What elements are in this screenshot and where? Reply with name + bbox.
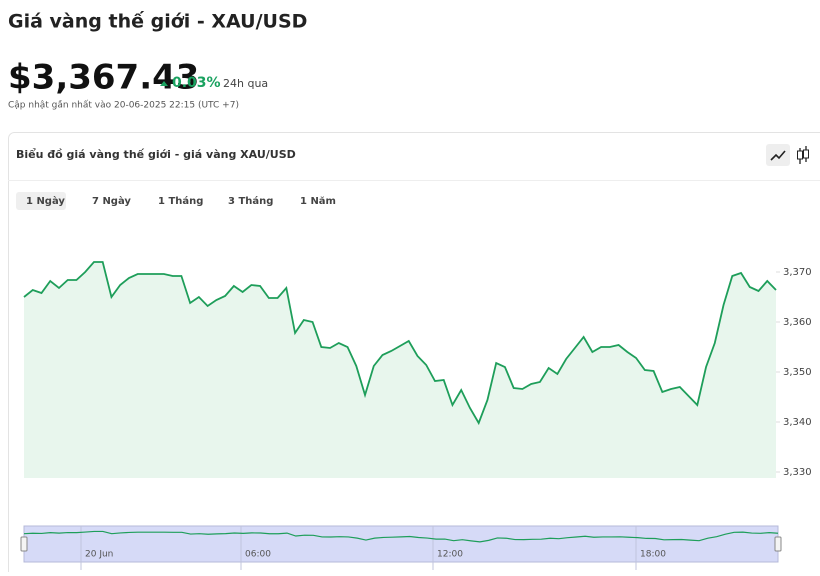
tab[interactable]: 1 Ngày xyxy=(26,195,65,207)
candle-icon-body xyxy=(798,151,803,159)
navigator-handle[interactable] xyxy=(21,537,27,551)
navigator-label: 06:00 xyxy=(245,550,271,560)
y-tick-label: 3,370 xyxy=(783,267,812,278)
y-tick-label: 3,340 xyxy=(783,417,812,428)
navigator-label: 20 Jun xyxy=(85,550,113,560)
navigator-label: 12:00 xyxy=(437,550,463,560)
change: 0.03% xyxy=(172,75,221,91)
tab[interactable]: 1 Tháng xyxy=(158,195,203,207)
page-title: Giá vàng thế giới - XAU/USD xyxy=(8,10,307,33)
updated: Cập nhật gần nhất vào 20-06-2025 22:15 (… xyxy=(8,100,239,111)
navigator-label: 18:00 xyxy=(640,550,666,560)
y-tick-label: 3,330 xyxy=(783,467,812,478)
navigator-handle[interactable] xyxy=(775,537,781,551)
area xyxy=(24,262,776,478)
price: $3,367.43 xyxy=(8,58,199,98)
period: 24h qua xyxy=(223,77,268,90)
tab[interactable]: 7 Ngày xyxy=(92,195,131,207)
y-tick-label: 3,350 xyxy=(783,367,812,378)
tab[interactable]: 3 Tháng xyxy=(228,195,273,207)
tab[interactable]: 1 Năm xyxy=(300,196,336,207)
candle-icon-body xyxy=(804,150,809,158)
line-toggle[interactable] xyxy=(766,144,790,166)
card-title: Biểu đồ giá vàng thế giới - giá vàng XAU… xyxy=(16,148,296,161)
y-tick-label: 3,360 xyxy=(783,317,812,328)
